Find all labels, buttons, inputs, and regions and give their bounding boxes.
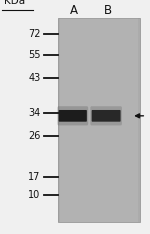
FancyBboxPatch shape	[57, 106, 88, 125]
Text: B: B	[104, 4, 112, 17]
FancyBboxPatch shape	[92, 110, 121, 122]
Text: 26: 26	[28, 131, 40, 141]
Text: 10: 10	[28, 190, 40, 200]
Text: 43: 43	[28, 73, 40, 83]
Text: 72: 72	[28, 29, 40, 39]
Text: 17: 17	[28, 172, 40, 182]
Text: A: A	[70, 4, 78, 17]
Bar	[138, 18, 140, 222]
Text: 55: 55	[28, 50, 40, 60]
FancyBboxPatch shape	[90, 106, 122, 125]
Bar	[58, 18, 60, 222]
Text: 34: 34	[28, 109, 40, 118]
Bar	[58, 18, 140, 222]
Text: KDa: KDa	[4, 0, 26, 6]
FancyBboxPatch shape	[59, 110, 87, 122]
